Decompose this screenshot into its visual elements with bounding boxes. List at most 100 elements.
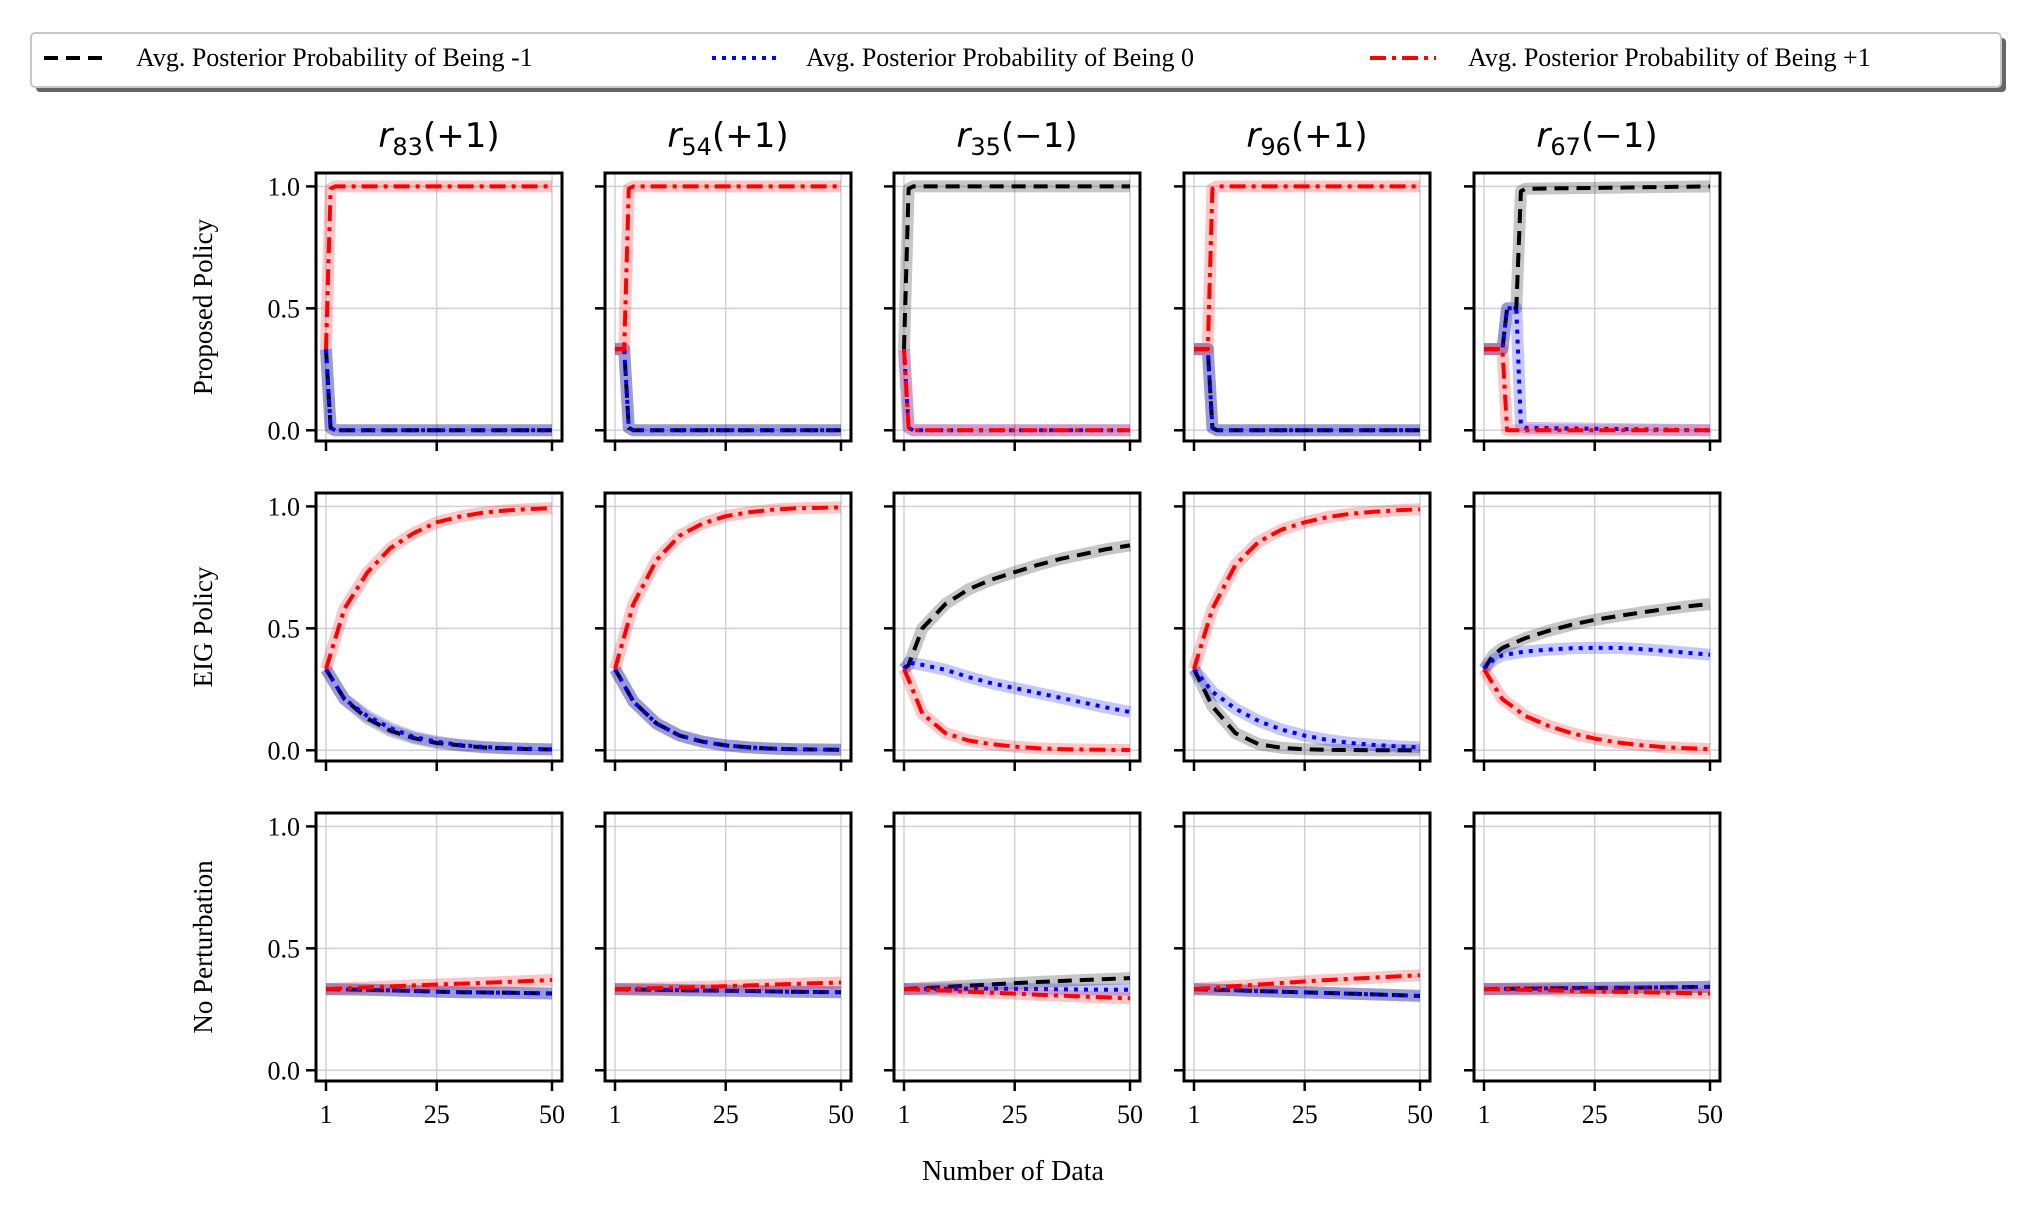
series-line-2 [613, 505, 842, 670]
subplot-frame [314, 811, 564, 1083]
subplot-frame [603, 491, 853, 763]
subplot-frame [1182, 491, 1432, 763]
x-tick-label: 25 [1582, 1100, 1608, 1129]
subplot-r1-c2: r54(+1) [595, 116, 853, 451]
series-line-2 [324, 184, 552, 350]
legend-frame [30, 32, 2002, 88]
y-tick-label: 0.5 [268, 934, 301, 963]
column-title: r35(−1) [956, 116, 1077, 161]
series-line-1 [1193, 987, 1421, 998]
x-axis-label: Number of Data [922, 1156, 1105, 1187]
series-band-1 [1189, 665, 1421, 754]
series-band-0 [615, 343, 841, 437]
x-tick-label: 25 [424, 1100, 450, 1129]
row-label: Proposed Policy [188, 218, 218, 395]
series-band-0 [898, 180, 1130, 350]
series-band-2 [320, 502, 553, 671]
series-line-1 [1484, 306, 1711, 433]
legend-label-neg1: Avg. Posterior Probability of Being -1 [136, 43, 533, 72]
series-line-0 [1192, 668, 1420, 753]
x-tick-label: 1 [898, 1100, 911, 1129]
series-line-2 [902, 668, 1131, 752]
series-band-2 [1188, 503, 1421, 671]
subplot-frame [892, 491, 1142, 763]
series-line-1 [1194, 347, 1420, 433]
series-band-1 [320, 348, 552, 437]
subplot-frame [314, 491, 564, 763]
series-band-1 [320, 665, 553, 756]
subplot-r2-c1: 0.0 0.5 1.0 EIG Policy [188, 491, 564, 771]
x-tick-label: 25 [713, 1100, 739, 1129]
series-line-2 [902, 348, 1130, 433]
series-line-2 [903, 987, 1131, 1001]
series-line-0 [902, 184, 1130, 350]
subplot-frame [314, 171, 564, 443]
row-label: No Perturbation [188, 860, 218, 1034]
x-tick-label: 25 [1292, 1100, 1318, 1129]
subplot-frame [892, 811, 1142, 1083]
subplot-r3-c5: 1 25 50 [1464, 811, 1723, 1129]
y-tick-label: 1.0 [268, 172, 301, 201]
series-band-1 [1194, 343, 1420, 437]
legend-label-zero: Avg. Posterior Probability of Being 0 [806, 43, 1194, 72]
subplot-r1-c5: r67(−1) [1464, 116, 1722, 451]
x-tick-label: 50 [828, 1100, 854, 1129]
subplot-r2-c4 [1174, 491, 1432, 771]
series-line-0 [1482, 602, 1711, 671]
series-line-1 [903, 986, 1131, 992]
subplot-r3-c1: 0.0 0.5 1.0 1 25 50 No Perturbation [188, 811, 565, 1129]
series-line-2 [325, 978, 553, 992]
subplot-frame [1182, 171, 1432, 443]
subplot-r1-c4: r96(+1) [1174, 116, 1432, 451]
x-tick-label: 1 [609, 1100, 622, 1129]
series-line-2 [615, 184, 841, 352]
subplot-frame [1472, 171, 1722, 443]
x-tick-label: 25 [1002, 1100, 1028, 1129]
series-band-2 [615, 180, 841, 356]
x-tick-label: 50 [1697, 1100, 1723, 1129]
subplot-r3-c3: 1 25 50 [884, 811, 1143, 1129]
series-line-0 [903, 976, 1131, 992]
series-line-1 [613, 668, 842, 752]
series-line-2 [1483, 987, 1711, 996]
series-line-2 [1194, 184, 1420, 352]
y-tick-label: 0.0 [268, 1056, 301, 1085]
series-line-1 [1483, 984, 1711, 992]
subplot-r1-c3: r35(−1) [884, 116, 1142, 451]
series-band-2 [1194, 180, 1420, 356]
legend: Avg. Posterior Probability of Being -1 A… [30, 32, 2006, 92]
y-tick-label: 1.0 [268, 492, 301, 521]
series-line-0 [902, 543, 1131, 671]
row-label: EIG Policy [188, 566, 218, 687]
series-band-0 [1194, 343, 1420, 437]
series-band-1 [1479, 641, 1711, 674]
y-tick-label: 0.5 [268, 294, 301, 323]
series-line-0 [615, 347, 841, 433]
series-band-2 [898, 348, 1130, 437]
subplot-r2-c3 [884, 491, 1142, 771]
subplot-r1-c1: 0.0 0.5 1.0 r83(+1) Proposed Policy [188, 116, 564, 451]
series-line-1 [324, 348, 552, 433]
subplot-r3-c2: 1 25 50 [595, 811, 854, 1129]
y-tick-label: 1.0 [268, 812, 301, 841]
series-line-1 [902, 660, 1131, 714]
series-line-1 [1192, 667, 1421, 750]
series-line-0 [1194, 347, 1420, 433]
subplot-frame [1472, 491, 1722, 763]
series-band-1 [898, 348, 1130, 437]
subplot-r2-c2 [595, 491, 853, 771]
subplot-r2-c5 [1464, 491, 1722, 771]
series-line-1 [614, 987, 842, 995]
series-line-0 [1484, 184, 1711, 352]
legend-label-pos1: Avg. Posterior Probability of Being +1 [1468, 43, 1871, 72]
column-title: r83(+1) [378, 116, 499, 161]
x-tick-label: 50 [1117, 1100, 1143, 1129]
series-band-0 [1478, 598, 1711, 673]
series-line-1 [902, 348, 1130, 433]
series-line-0 [324, 348, 552, 433]
series-line-2 [1193, 973, 1421, 992]
subplot-frame [892, 171, 1142, 443]
series-line-2 [1192, 507, 1421, 670]
subplot-frame [603, 171, 853, 443]
